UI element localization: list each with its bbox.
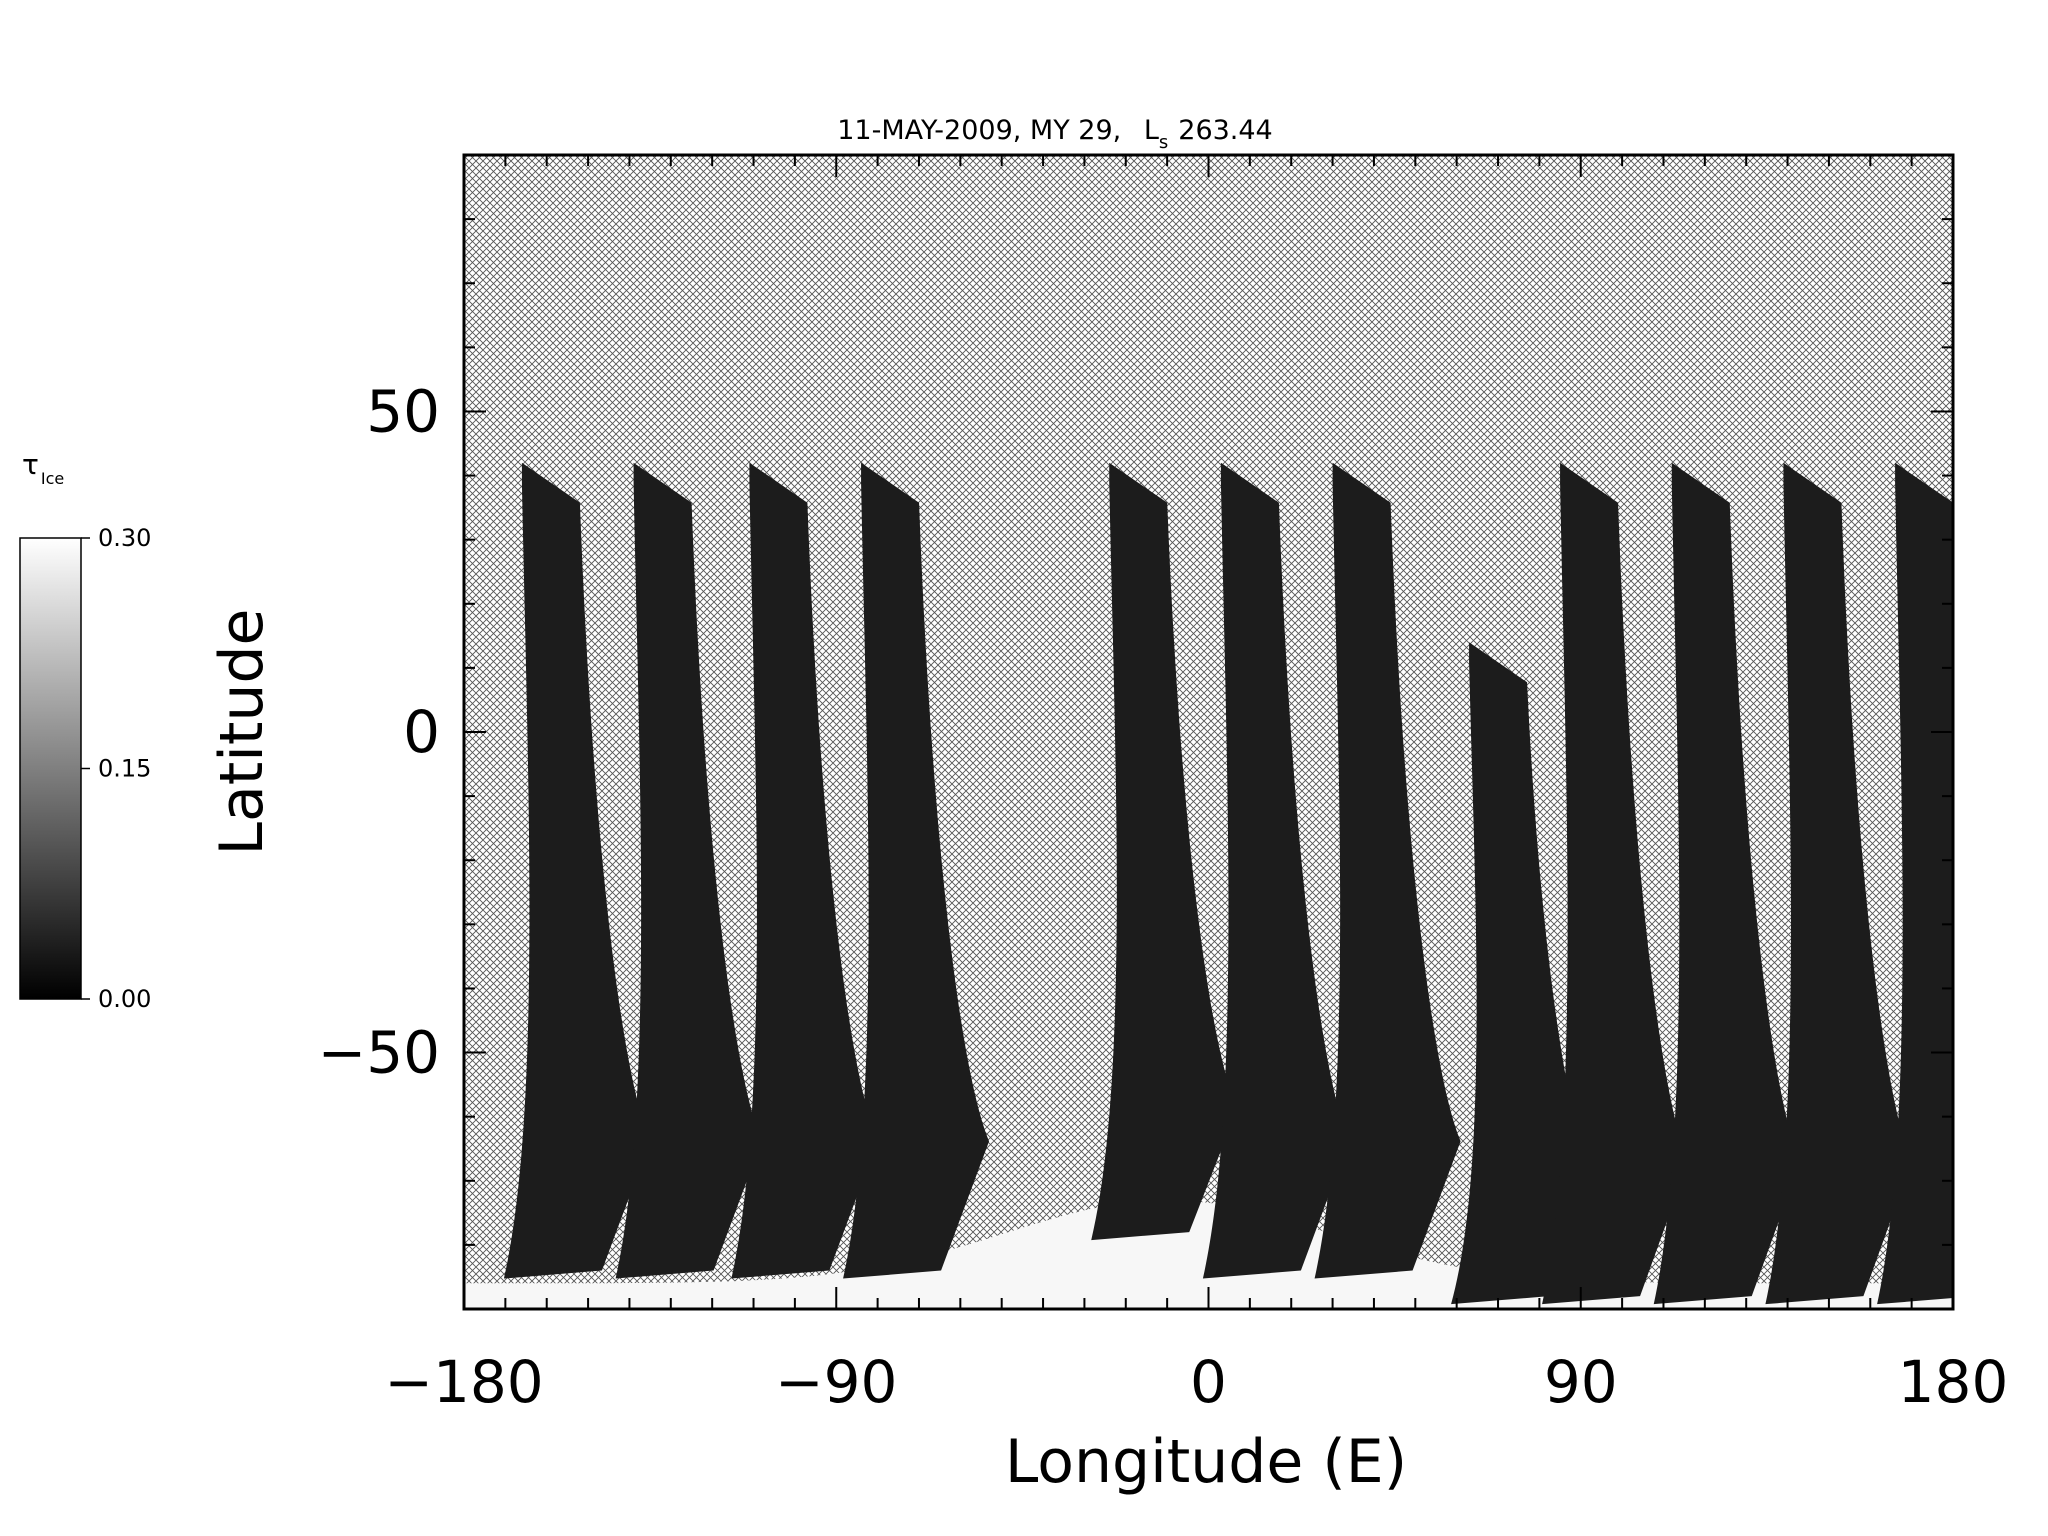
x-tick-label: 180 — [1898, 1348, 2009, 1416]
x-axis-label: Longitude (E) — [1005, 1427, 1407, 1497]
colorbar-tick-label: 0.00 — [98, 985, 151, 1013]
orbit-swath — [1202, 462, 1349, 1279]
orbit-swath — [1958, 463, 2048, 1279]
colorbar — [19, 537, 82, 1000]
y-tick-label: −50 — [318, 1019, 440, 1087]
colorbar-label-symbol: τ — [22, 448, 39, 481]
x-tick-labels: −180 −90 0 90 180 — [384, 1348, 2008, 1416]
colorbar-label-subscript: Ice — [41, 469, 64, 488]
y-axis-label: Latitude — [207, 609, 277, 856]
x-tick-label: −180 — [384, 1348, 543, 1416]
colorbar-tick-label: 0.30 — [98, 524, 151, 552]
colorbar-ticks: 0.30 0.15 0.00 — [81, 524, 151, 1013]
orbit-swath — [1542, 462, 1689, 1305]
orbit-swath — [615, 462, 762, 1279]
title-ls-subscript: s — [1159, 132, 1168, 153]
title-ls-value: 263.44 — [1178, 115, 1272, 146]
orbit-swath — [731, 462, 878, 1279]
orbit-swath — [1653, 462, 1800, 1305]
title-ls-symbol: L — [1144, 115, 1159, 146]
y-tick-label: 50 — [366, 377, 440, 445]
title-date: 11-MAY-2009, MY 29, — [837, 115, 1121, 146]
x-tick-label: 90 — [1544, 1348, 1618, 1416]
orbit-swath — [503, 462, 650, 1279]
y-tick-label: 0 — [403, 698, 440, 766]
orbit-swath — [1091, 462, 1238, 1241]
x-tick-label: 0 — [1190, 1348, 1227, 1416]
colorbar-label: τ Ice — [22, 448, 64, 488]
chart-title: 11-MAY-2009, MY 29, Ls 263.44 — [837, 115, 1273, 153]
orbit-swath — [1451, 642, 1598, 1305]
orbit-swath — [1314, 462, 1461, 1279]
x-tick-label: −90 — [775, 1348, 897, 1416]
orbit-swath — [1877, 462, 1953, 1305]
colorbar-tick-label: 0.15 — [98, 755, 151, 783]
orbit-swath — [1765, 462, 1912, 1305]
data-layer — [464, 462, 2048, 1309]
orbit-swath — [843, 462, 990, 1279]
y-tick-labels: −50 0 50 — [318, 377, 440, 1086]
axis-ticks — [463, 154, 1954, 1310]
